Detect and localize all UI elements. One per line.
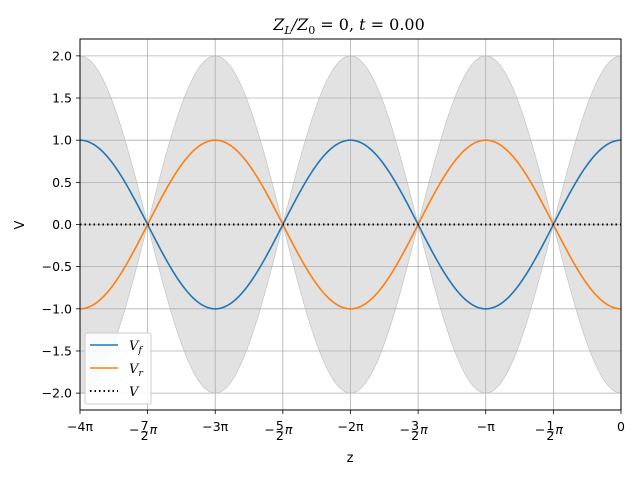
y-axis-ticks: 2.0 1.5 1.0 0.5 0.0 −0.5 −1.0 −1.5 −2.0 [42, 48, 80, 401]
x-tick-label: −12 π [535, 418, 563, 443]
svg-text:π: π [150, 422, 158, 437]
x-axis-ticks: −4π −72 π −3π −52 π −2π −32 π −π −12 π 0 [67, 410, 625, 443]
y-tick-label: 1.5 [52, 91, 72, 106]
y-tick-label: −1.0 [42, 301, 72, 316]
svg-text:7: 7 [141, 418, 149, 433]
x-tick-label: −52 π [264, 418, 292, 443]
x-tick-label: −4π [67, 419, 93, 434]
svg-text:−: − [400, 422, 410, 437]
x-tick-label: −π [477, 419, 495, 434]
x-tick-label: −2π [338, 419, 364, 434]
svg-text:2: 2 [546, 428, 554, 443]
y-tick-label: −2.0 [42, 386, 72, 401]
series-lines [79, 139, 622, 310]
svg-text:1: 1 [546, 418, 554, 433]
x-axis-label: z [347, 451, 354, 466]
x-tick-label: 0 [617, 419, 625, 434]
y-tick-label: 2.0 [52, 48, 72, 63]
svg-text:3: 3 [411, 418, 419, 433]
svg-text:5: 5 [276, 418, 284, 433]
svg-text:π: π [420, 422, 428, 437]
series-line-v-f [79, 139, 622, 310]
x-tick-label: −72 π [129, 418, 157, 443]
svg-text:π: π [285, 422, 293, 437]
legend-label: Vr [129, 362, 144, 379]
legend: Vf Vr V [84, 332, 152, 405]
x-tick-label: −32 π [400, 418, 428, 443]
svg-text:2: 2 [141, 428, 149, 443]
svg-text:−: − [264, 422, 274, 437]
chart-title: ZL/Z0 = 0, t = 0.00 [272, 15, 425, 37]
svg-text:π: π [555, 422, 563, 437]
svg-text:2: 2 [276, 428, 284, 443]
y-tick-label: 1.0 [52, 133, 72, 148]
legend-label: V [129, 385, 140, 400]
x-tick-label: −3π [202, 419, 228, 434]
legend-label: Vf [129, 339, 143, 356]
y-tick-label: 0.5 [52, 175, 72, 190]
svg-text:2: 2 [411, 428, 419, 443]
svg-text:−: − [535, 422, 545, 437]
y-tick-label: −1.5 [42, 343, 72, 358]
y-tick-label: 0.0 [52, 217, 72, 232]
svg-text:−: − [129, 422, 139, 437]
y-tick-label: −0.5 [42, 259, 72, 274]
series-line-v-r [79, 139, 622, 310]
y-axis-label: V [13, 220, 28, 229]
